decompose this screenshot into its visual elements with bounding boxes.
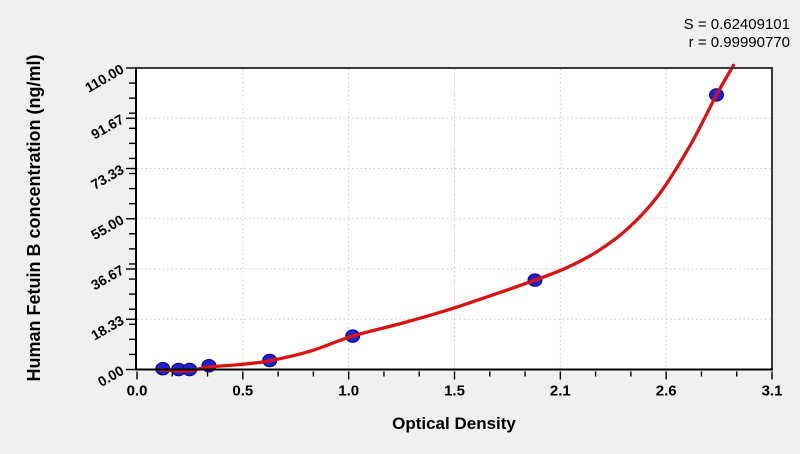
y-tick-label: 0.00 xyxy=(95,362,127,390)
x-tick-label: 2.1 xyxy=(550,383,571,400)
x-tick-label: 0.0 xyxy=(127,383,148,400)
y-tick-label: 55.00 xyxy=(88,211,127,242)
x-tick-label: 1.5 xyxy=(444,383,465,400)
x-tick-label: 0.5 xyxy=(232,383,253,400)
gridline-layer xyxy=(137,69,771,370)
axes-frame-layer xyxy=(135,67,773,371)
x-tick-label: 3.1 xyxy=(762,383,783,400)
tick-layer xyxy=(126,67,773,380)
y-axis-title: Human Fetuin B concentration (ng/ml) xyxy=(24,54,44,381)
y-tick-label: 91.67 xyxy=(88,111,127,142)
y-tick-label: 36.67 xyxy=(88,262,127,293)
stats-r-value: r = 0.99990770 xyxy=(689,34,790,51)
y-tick-label: 18.33 xyxy=(88,312,127,343)
x-axis-title: Optical Density xyxy=(392,414,516,433)
x-tick-label: 1.0 xyxy=(338,383,359,400)
y-tick-label: 110.00 xyxy=(82,61,127,96)
x-tick-label: 2.6 xyxy=(656,383,677,400)
fit-curve xyxy=(158,63,736,373)
y-tick-label: 73.33 xyxy=(88,161,127,192)
stats-s-value: S = 0.62409101 xyxy=(684,16,790,33)
